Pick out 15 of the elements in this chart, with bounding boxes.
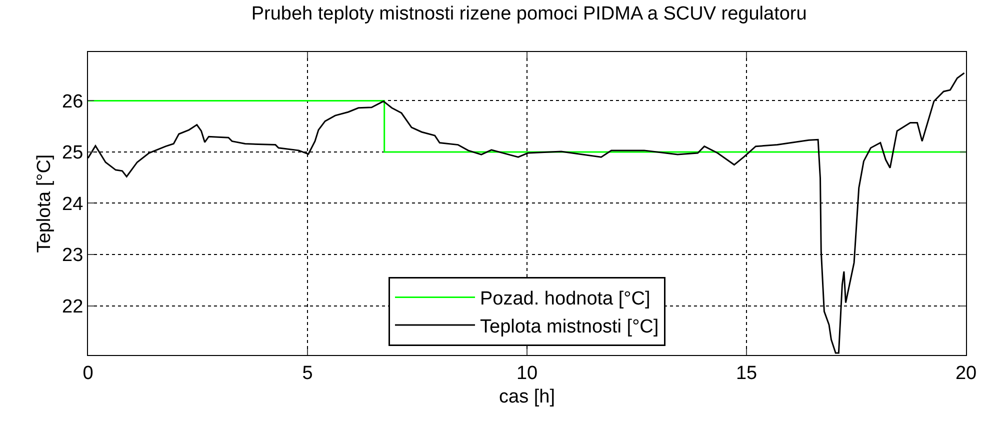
- x-tick-label: 5: [302, 362, 313, 384]
- y-tick-label: 24: [62, 194, 84, 215]
- x-axis-title: cas [h]: [499, 386, 555, 408]
- y-tick-label: 26: [62, 91, 84, 112]
- legend-label: Teplota mistnosti [°C]: [480, 316, 659, 338]
- x-tick-label: 15: [736, 362, 758, 384]
- x-tick-label: 10: [516, 362, 538, 384]
- y-axis-title: Teplota [°C]: [34, 154, 55, 253]
- x-tick-label: 20: [955, 362, 977, 384]
- y-tick-label: 22: [62, 296, 84, 318]
- x-tick-label: 0: [82, 362, 94, 384]
- y-tick-label: 25: [62, 142, 84, 164]
- y-tick-label: 23: [62, 245, 84, 266]
- legend-label: Pozad. hodnota [°C]: [480, 288, 650, 310]
- chart-title: Prubeh teploty mistnosti rizene pomoci PIDMA a SCUV regulatoru: [251, 4, 807, 25]
